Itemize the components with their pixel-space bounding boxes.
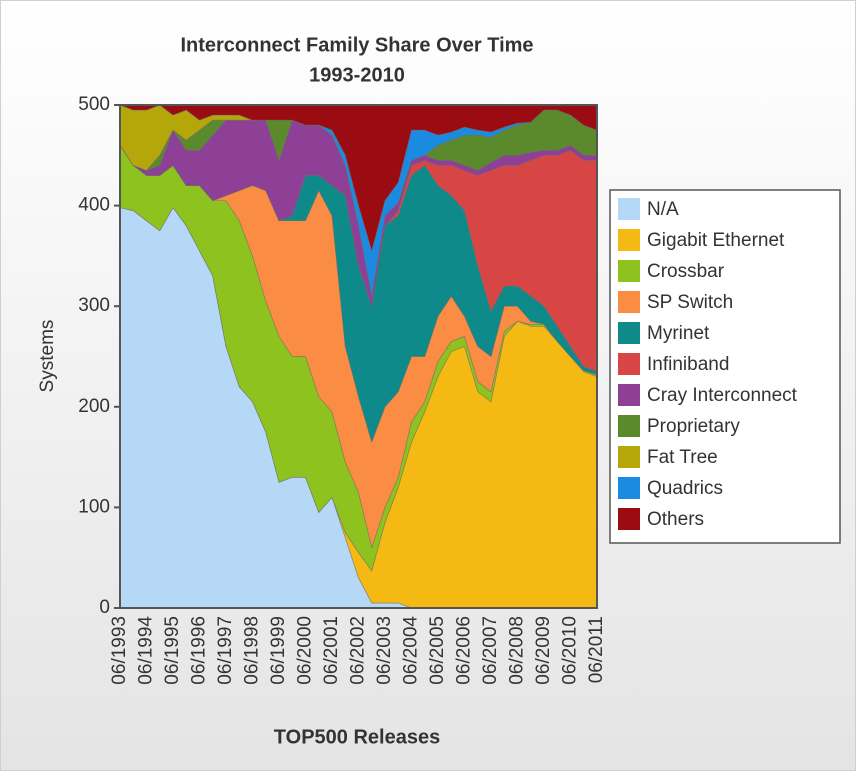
legend-label: Cray Interconnect: [647, 385, 798, 406]
x-tick-label: 06/2006: [454, 616, 475, 685]
legend-swatch: [618, 353, 640, 375]
chart-title: Interconnect Family Share Over Time: [180, 34, 533, 56]
x-tick-label: 06/1996: [189, 616, 210, 685]
x-tick-label: 06/2010: [560, 616, 581, 685]
x-tick-label: 06/2000: [295, 616, 316, 685]
x-tick-label: 06/1998: [242, 616, 263, 685]
legend-swatch: [618, 198, 640, 220]
legend-label: Fat Tree: [647, 447, 718, 468]
legend-swatch: [618, 291, 640, 313]
y-tick-label: 0: [99, 597, 110, 618]
legend-swatch: [618, 477, 640, 499]
legend-swatch: [618, 446, 640, 468]
chart-subtitle: 1993-2010: [309, 64, 405, 86]
legend-swatch: [618, 322, 640, 344]
legend-label: N/A: [647, 199, 679, 220]
legend-label: Proprietary: [647, 416, 740, 437]
y-tick-label: 400: [78, 195, 110, 216]
x-tick-label: 06/2003: [374, 616, 395, 685]
x-tick-label: 06/1995: [162, 616, 183, 685]
x-tick-label: 06/1997: [215, 616, 236, 685]
legend-label: Myrinet: [647, 323, 710, 344]
legend-label: Others: [647, 509, 704, 530]
plot-border: [119, 104, 598, 609]
x-tick-label: 06/1993: [109, 616, 130, 685]
x-tick-label: 06/1994: [136, 616, 157, 685]
y-tick-label: 100: [78, 496, 110, 517]
legend-swatch: [618, 260, 640, 282]
x-tick-label: 06/2008: [507, 616, 528, 685]
y-axis-title: Systems: [37, 320, 58, 393]
x-tick-label: 06/2009: [533, 616, 554, 685]
legend-box: [609, 189, 841, 544]
x-tick-label: 06/2001: [321, 616, 342, 685]
legend-label: Gigabit Ethernet: [647, 230, 785, 251]
legend-label: SP Switch: [647, 292, 733, 313]
y-tick-label: 300: [78, 295, 110, 316]
legend-label: Infiniband: [647, 354, 729, 375]
y-tick-label: 500: [78, 94, 110, 115]
y-tick-label: 200: [78, 396, 110, 417]
legend-swatch: [618, 229, 640, 251]
legend-swatch: [618, 384, 640, 406]
x-tick-label: 06/1999: [268, 616, 289, 685]
legend-label: Quadrics: [647, 478, 723, 499]
legend-label: Crossbar: [647, 261, 725, 282]
x-tick-label: 06/2005: [427, 616, 448, 685]
x-tick-label: 06/2002: [348, 616, 369, 685]
x-tick-label: 06/2007: [480, 616, 501, 685]
legend-swatch: [618, 508, 640, 530]
x-axis-title: TOP500 Releases: [274, 726, 440, 748]
legend-swatch: [618, 415, 640, 437]
x-tick-label: 06/2011: [586, 616, 607, 683]
x-tick-label: 06/2004: [401, 616, 422, 685]
